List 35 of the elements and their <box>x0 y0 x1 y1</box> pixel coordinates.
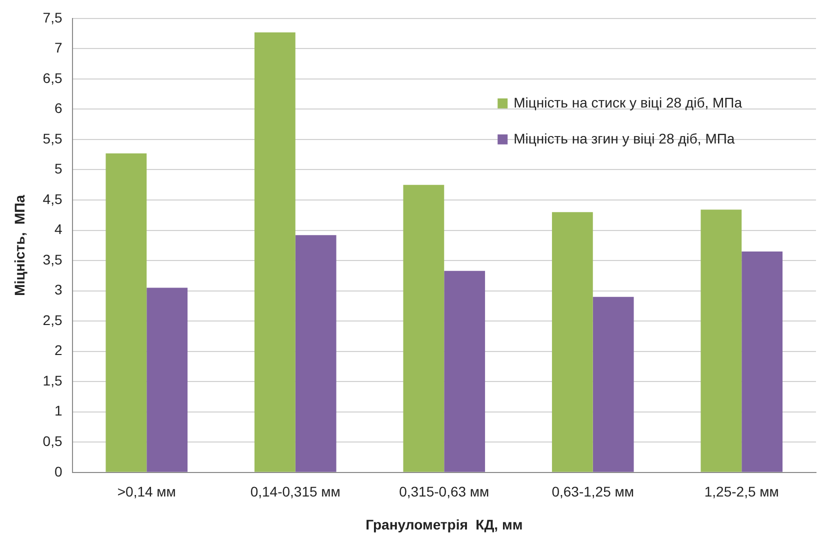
bar <box>742 251 783 472</box>
bar <box>552 212 593 472</box>
x-axis-title: Гранулометрія КД, мм <box>366 516 523 532</box>
y-tick-label: 6 <box>54 100 62 116</box>
y-tick-label: 4 <box>54 221 62 238</box>
y-tick-label: 6,5 <box>42 70 62 86</box>
y-tick-label: 7,5 <box>42 9 62 26</box>
bar <box>403 184 444 472</box>
bar <box>254 32 296 472</box>
y-tick-label: 0 <box>54 463 62 480</box>
x-tick-label: 0,315-0,63 мм <box>399 484 490 500</box>
legend-label: Міцність на згин у віці 28 діб, МПа <box>514 130 735 146</box>
x-tick-label: 0,63-1,25 мм <box>552 484 634 500</box>
bar <box>295 235 336 472</box>
y-tick-label: 7 <box>54 40 62 56</box>
x-tick-label: 0,14-0,315 мм <box>250 484 340 500</box>
y-tick-label: 1 <box>54 402 62 419</box>
y-tick-label: 1,5 <box>42 372 62 388</box>
y-tick-label: 5,5 <box>42 130 62 146</box>
y-tick-label: 5 <box>54 160 62 177</box>
bar <box>592 296 634 472</box>
y-tick-label: 3 <box>54 282 62 298</box>
y-tick-label: 0,5 <box>42 432 62 449</box>
y-tick-label: 3,5 <box>42 251 62 268</box>
x-tick-label: 1,25-2,5 мм <box>704 484 779 500</box>
bar <box>106 153 147 472</box>
bar <box>444 270 486 472</box>
y-tick-label: 2 <box>54 342 62 358</box>
bar <box>700 210 742 472</box>
y-tick-label: 4,5 <box>42 190 62 207</box>
y-tick-label: 2,5 <box>42 312 62 328</box>
x-tick-label: >0,14 мм <box>117 484 176 500</box>
bar <box>146 288 188 472</box>
y-axis-title: Міцність, МПа <box>11 194 28 296</box>
legend-label: Міцність на стиск у віці 28 діб, МПа <box>514 94 742 110</box>
